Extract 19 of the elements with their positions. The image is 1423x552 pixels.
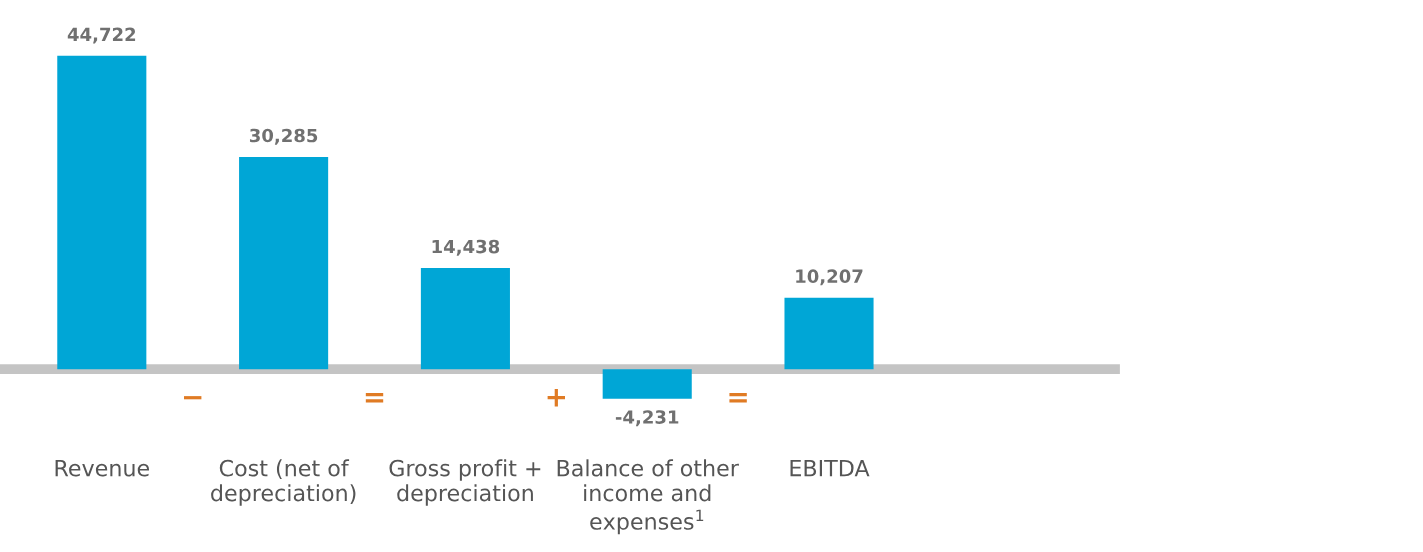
x-tick-label: Cost (net of depreciation) xyxy=(211,459,356,506)
bar xyxy=(57,55,147,370)
annotation: = xyxy=(365,393,384,403)
x-tick-label: Revenue xyxy=(55,459,150,477)
x-tick-label: Balance of other income and expenses$^{1}$ xyxy=(557,459,739,535)
data-label: 10,207 xyxy=(796,269,863,286)
annotation: − xyxy=(184,396,202,400)
bar xyxy=(239,156,329,370)
data-label: 14,438 xyxy=(432,239,500,256)
bar xyxy=(784,297,874,370)
annotation: = xyxy=(729,393,747,403)
annotation: + xyxy=(547,389,566,407)
data-label: 30,285 xyxy=(249,128,318,145)
data-label: 44,722 xyxy=(67,27,136,44)
x-tick-label: EBITDA xyxy=(790,459,870,477)
bar xyxy=(602,369,692,399)
data-label: -4,231 xyxy=(615,410,679,427)
bar xyxy=(420,267,510,370)
x-tick-label: Gross profit + depreciation xyxy=(389,459,541,506)
